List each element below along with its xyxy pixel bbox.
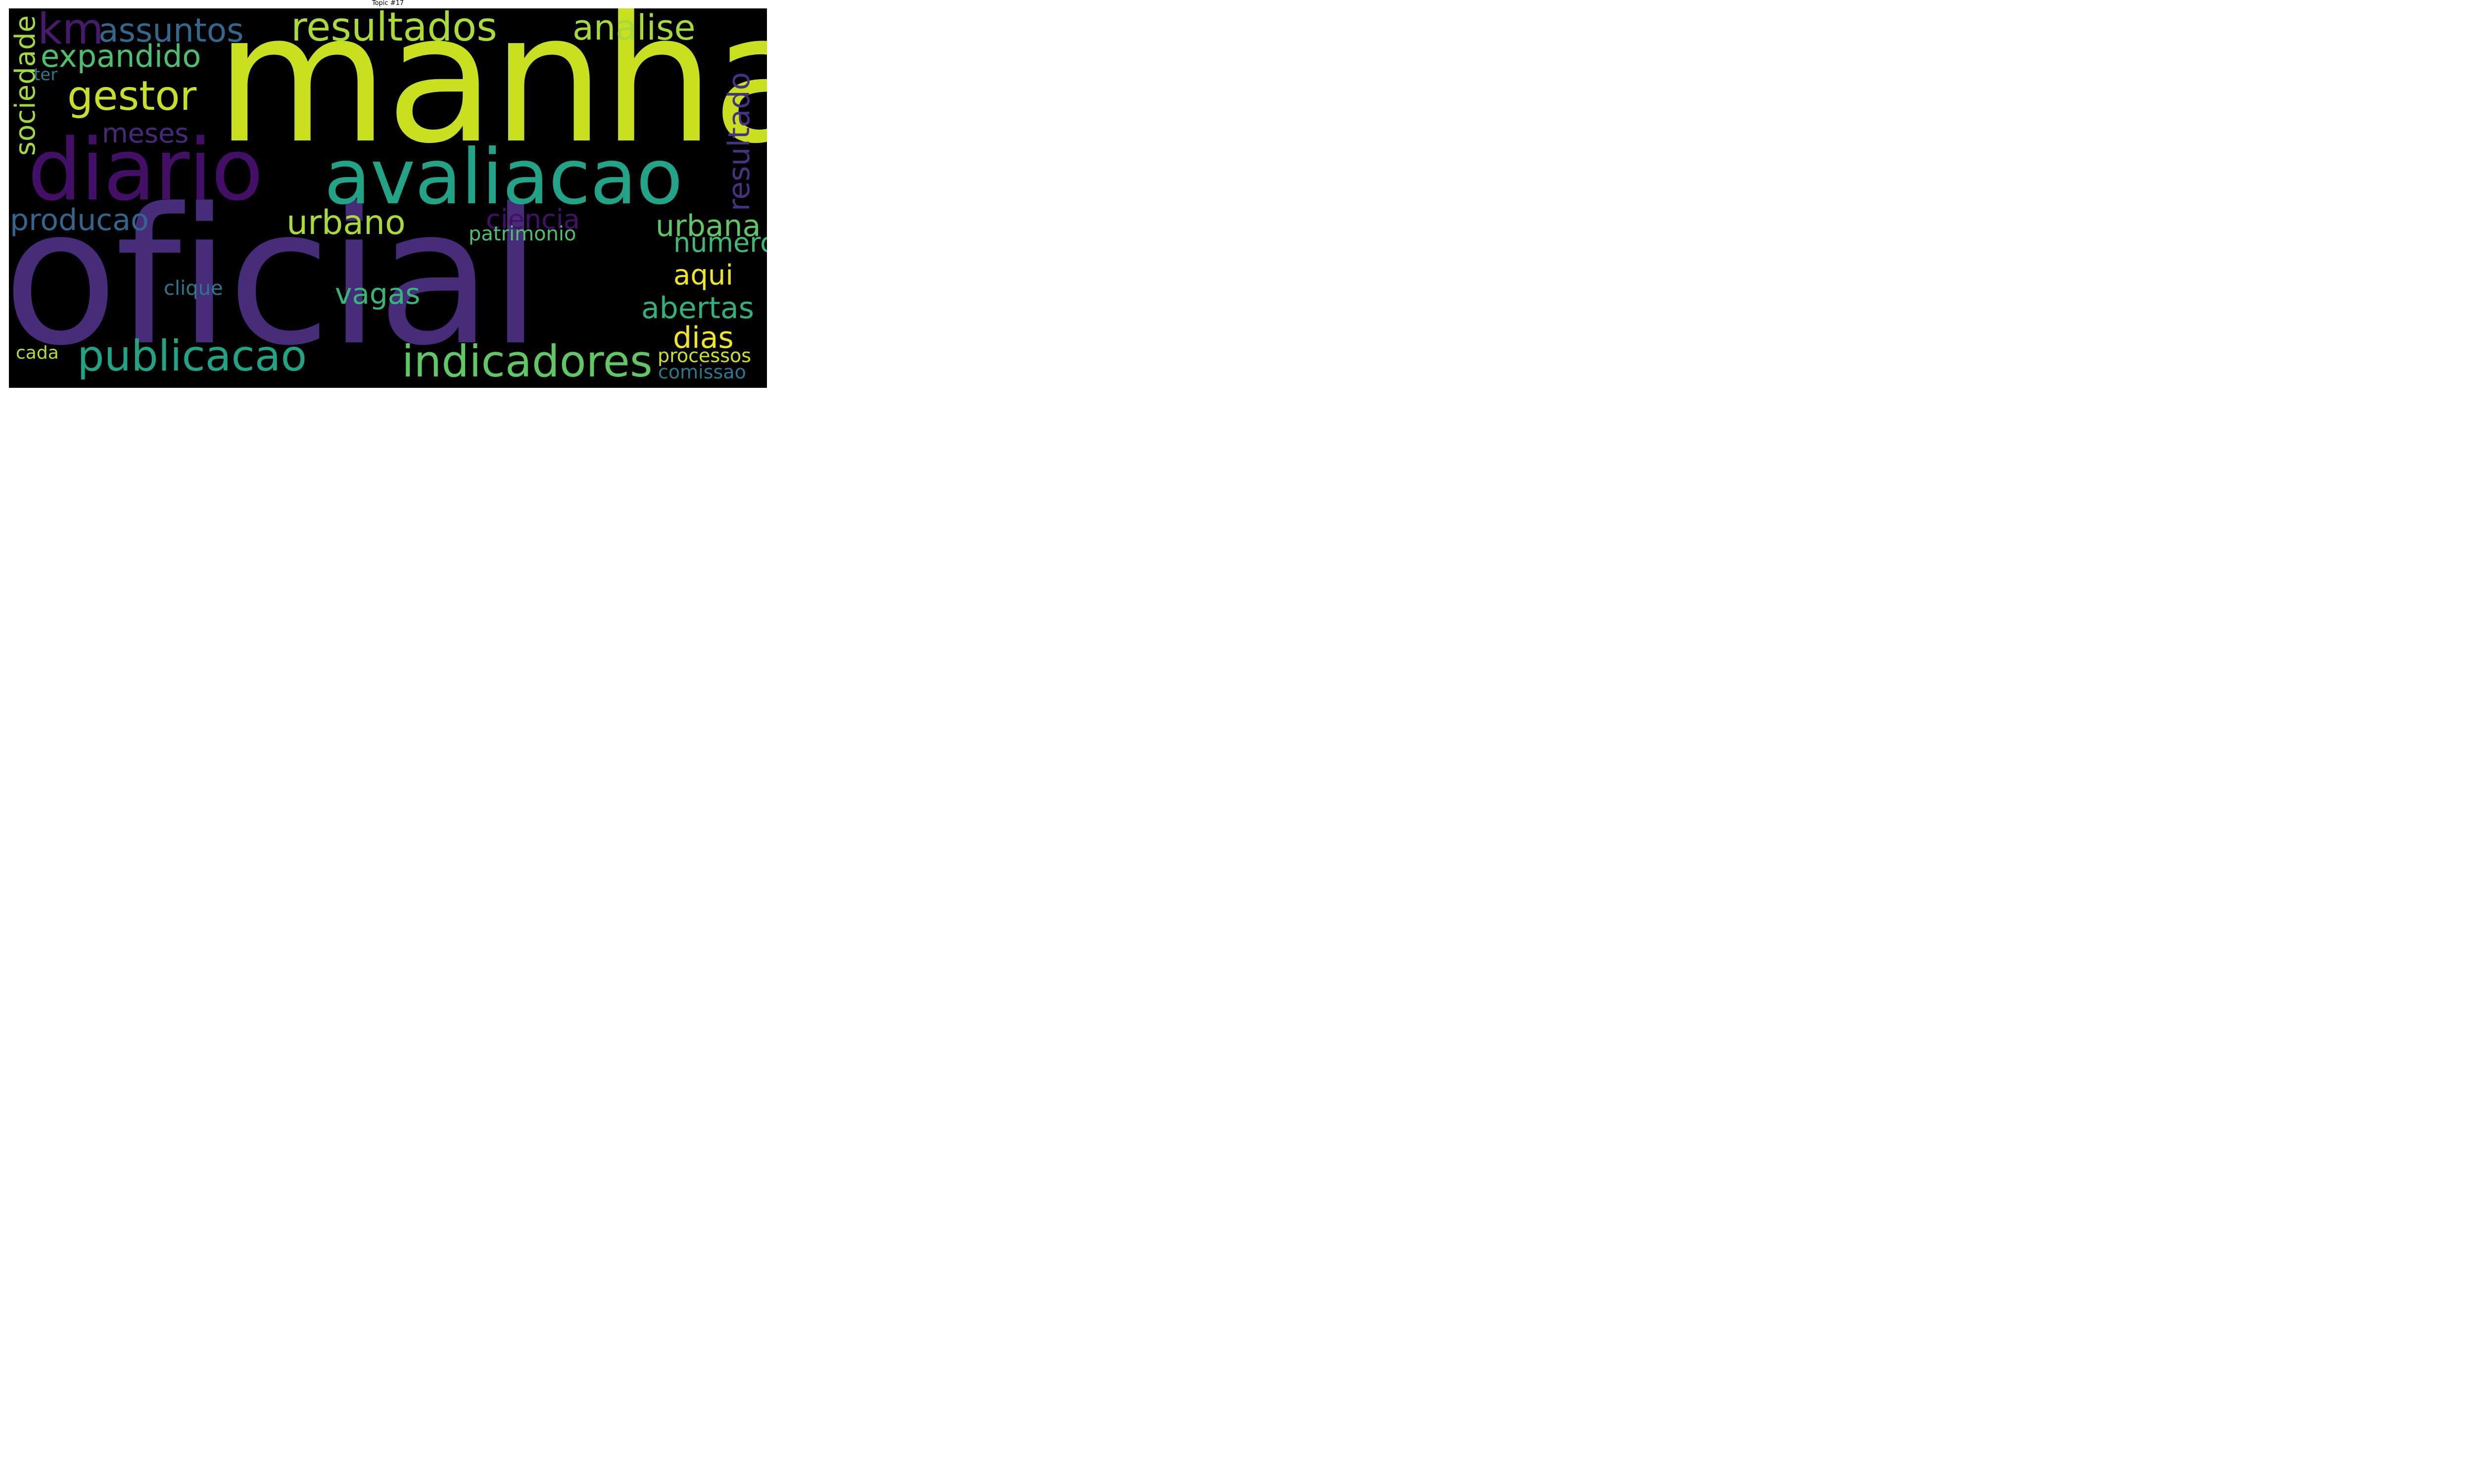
word-km: km [38,8,104,54]
word-cada: cada [16,343,59,363]
word-processos: processos [658,345,752,367]
word-avaliacao: avaliacao [324,133,683,222]
word-comissao: comissao [658,361,746,383]
word-cloud: manha oficial diario avaliacao resultado… [9,8,767,388]
word-manha: manha [215,8,767,183]
word-numero: numero [673,227,767,258]
word-clique: clique [164,277,223,300]
word-publicacao: publicacao [77,331,307,381]
word-urbana: urbana [656,209,761,243]
word-meses: meses [102,118,189,149]
word-dias: dias [673,321,734,355]
word-assuntos: assuntos [98,11,244,49]
word-sociedade: sociedade [9,15,42,156]
word-abertas: abertas [641,291,754,325]
word-aqui: aqui [673,259,733,291]
word-ciencia: ciencia [486,204,580,235]
word-analise: analise [572,8,696,48]
word-resultado: resultado [722,72,757,211]
word-oficial: oficial [9,168,542,387]
word-ter: ter [34,65,58,85]
word-gestor: gestor [67,73,197,120]
word-producao: producao [10,203,149,237]
word-vagas: vagas [335,277,421,311]
word-indicadores: indicadores [402,336,653,387]
word-patrimonio: patrimonio [469,223,576,245]
word-expandido: expandido [41,38,201,74]
figure-title: Topic #17 [372,0,404,7]
word-resultados: resultados [291,8,497,50]
word-diario: diario [28,120,263,220]
word-urbano: urbano [286,203,406,242]
